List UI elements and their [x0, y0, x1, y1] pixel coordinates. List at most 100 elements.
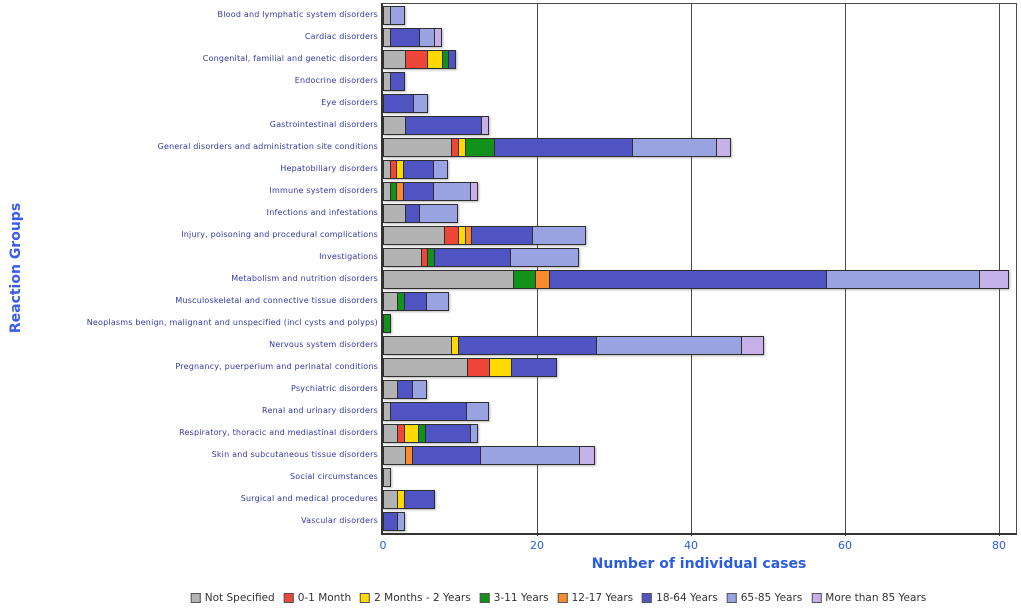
bar-segment-0-1-month[interactable]: [443, 226, 459, 245]
bar-segment-not-specified[interactable]: [383, 424, 399, 443]
bar-segment-18-64-years[interactable]: [383, 512, 399, 531]
bar-segment-18-64-years[interactable]: [403, 182, 434, 201]
bar-segment-18-64-years[interactable]: [433, 248, 511, 267]
bar-segment-not-specified[interactable]: [383, 380, 399, 399]
bar-segment-12-17-years[interactable]: [534, 270, 551, 289]
bar-segment-18-64-years[interactable]: [448, 50, 456, 69]
category-label: Skin and subcutaneous tissue disorders: [211, 450, 378, 459]
bar-segment-18-64-years[interactable]: [471, 226, 533, 245]
bar-segment-65-85-years[interactable]: [432, 160, 449, 179]
bar-segment-18-64-years[interactable]: [389, 72, 406, 91]
bar-segment-2-months-2-years[interactable]: [488, 358, 512, 377]
bar-9: [383, 182, 479, 201]
bar-segment-not-specified[interactable]: [383, 116, 407, 135]
tick-label-20: 20: [530, 539, 544, 552]
legend-item: 3-11 Years: [479, 592, 549, 604]
bar-segment-3-11-years[interactable]: [512, 270, 536, 289]
bar-segment-18-64-years[interactable]: [403, 160, 434, 179]
bar-segment-65-85-years[interactable]: [397, 512, 406, 531]
category-label: Hepatobiliary disorders: [280, 164, 378, 173]
legend-label: 2 Months - 2 Years: [374, 592, 471, 604]
bar-segment-more-than-85-years[interactable]: [470, 182, 479, 201]
bar-segment-18-64-years[interactable]: [494, 138, 634, 157]
bar-segment-65-85-years[interactable]: [825, 270, 980, 289]
bar-segment-0-1-month[interactable]: [405, 50, 429, 69]
category-label: Cardiac disorders: [304, 32, 378, 41]
bar-segment-not-specified[interactable]: [383, 468, 391, 487]
legend-swatch-icon: [190, 593, 201, 603]
bar-segment-not-specified[interactable]: [383, 336, 453, 355]
bar-segment-3-11-years[interactable]: [383, 314, 391, 333]
bar-segment-18-64-years[interactable]: [389, 402, 467, 421]
bar-21: [383, 446, 595, 465]
bar-segment-65-85-years[interactable]: [531, 226, 586, 245]
bar-segment-more-than-85-years[interactable]: [978, 270, 1010, 289]
bar-segment-65-85-years[interactable]: [419, 28, 435, 47]
bar-2: [383, 28, 442, 47]
bar-segment-18-64-years[interactable]: [383, 94, 414, 113]
bar-18: [383, 380, 428, 399]
bar-segment-65-85-years[interactable]: [595, 336, 742, 355]
bar-segment-not-specified[interactable]: [383, 292, 399, 311]
bar-segment-65-85-years[interactable]: [509, 248, 580, 267]
legend-swatch-icon: [557, 593, 568, 603]
bar-segment-65-85-years[interactable]: [432, 182, 472, 201]
bar-segment-2-months-2-years[interactable]: [427, 50, 443, 69]
bar-segment-3-11-years[interactable]: [464, 138, 496, 157]
bar-segment-more-than-85-years[interactable]: [579, 446, 595, 465]
bar-segment-18-64-years[interactable]: [404, 490, 435, 509]
bar-segment-65-85-years[interactable]: [426, 292, 450, 311]
bar-segment-18-64-years[interactable]: [405, 204, 421, 223]
category-label: Gastrointestinal disorders: [269, 120, 378, 129]
bar-segment-65-85-years[interactable]: [419, 204, 458, 223]
legend-swatch-icon: [726, 593, 737, 603]
bar-segment-65-85-years[interactable]: [465, 402, 489, 421]
bar-segment-18-64-years[interactable]: [549, 270, 827, 289]
category-label: Pregnancy, puerperium and perinatal cond…: [175, 362, 378, 371]
bar-segment-18-64-years[interactable]: [510, 358, 558, 377]
bar-segment-65-85-years[interactable]: [470, 424, 479, 443]
gridline-40: [690, 4, 692, 533]
bar-segment-65-85-years[interactable]: [480, 446, 581, 465]
bar-17: [383, 358, 558, 377]
bar-1: [383, 6, 406, 25]
legend-item: 18-64 Years: [642, 592, 718, 604]
bar-segment-not-specified[interactable]: [383, 138, 453, 157]
bar-segment-18-64-years[interactable]: [425, 424, 472, 443]
bar-segment-more-than-85-years[interactable]: [740, 336, 764, 355]
bar-segment-not-specified[interactable]: [383, 490, 399, 509]
bar-segment-not-specified[interactable]: [383, 50, 407, 69]
bar-10: [383, 204, 458, 223]
bar-segment-not-specified[interactable]: [383, 270, 514, 289]
bar-segment-65-85-years[interactable]: [632, 138, 717, 157]
legend-swatch-icon: [479, 593, 490, 603]
bar-23: [383, 490, 435, 509]
bar-segment-more-than-85-years[interactable]: [715, 138, 732, 157]
bar-segment-18-64-years[interactable]: [405, 116, 483, 135]
bar-segment-18-64-years[interactable]: [411, 446, 482, 465]
category-label: Psychiatric disorders: [291, 384, 378, 393]
bar-segment-65-85-years[interactable]: [389, 6, 406, 25]
tick-mark-60: [845, 532, 846, 536]
bar-segment-65-85-years[interactable]: [412, 94, 429, 113]
bar-segment-not-specified[interactable]: [383, 358, 468, 377]
bar-segment-18-64-years[interactable]: [404, 292, 428, 311]
bar-segment-0-1-month[interactable]: [466, 358, 490, 377]
legend-label: Not Specified: [204, 592, 275, 604]
bar-segment-not-specified[interactable]: [383, 248, 422, 267]
bar-segment-18-64-years[interactable]: [389, 28, 421, 47]
bar-segment-65-85-years[interactable]: [411, 380, 428, 399]
category-label: Vascular disorders: [301, 516, 378, 525]
bar-segment-18-64-years[interactable]: [457, 336, 597, 355]
bar-segment-18-64-years[interactable]: [397, 380, 413, 399]
bar-segment-more-than-85-years[interactable]: [433, 28, 442, 47]
bar-segment-not-specified[interactable]: [383, 226, 445, 245]
bar-segment-not-specified[interactable]: [383, 446, 407, 465]
bar-segment-not-specified[interactable]: [383, 204, 407, 223]
bar-14: [383, 292, 450, 311]
bar-segment-more-than-85-years[interactable]: [481, 116, 489, 135]
bar-16: [383, 336, 764, 355]
bar-segment-2-months-2-years[interactable]: [404, 424, 420, 443]
legend-item: Not Specified: [190, 592, 275, 604]
